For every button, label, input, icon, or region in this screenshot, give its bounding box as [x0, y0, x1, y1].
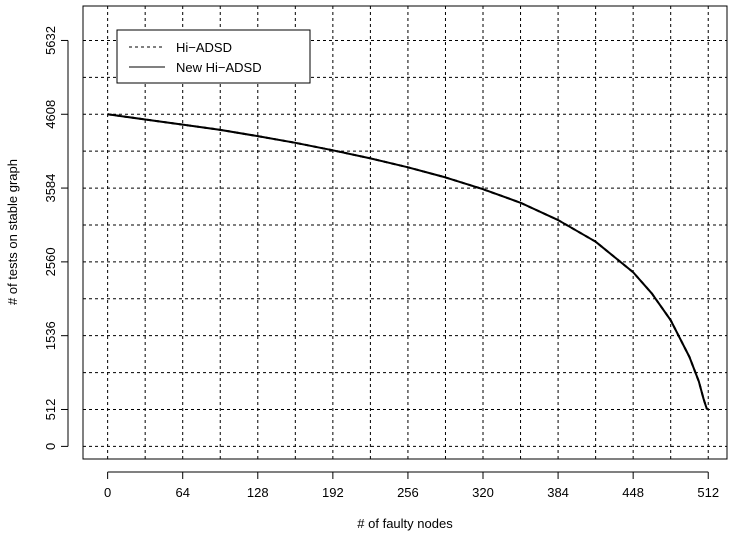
- x-tick-label: 256: [397, 485, 419, 500]
- y-tick-label: 0: [43, 443, 58, 450]
- legend-label-hi-adsd: Hi−ADSD: [176, 40, 232, 55]
- plot-frame: [82, 5, 728, 460]
- y-tick-label: 3584: [43, 174, 58, 203]
- legend-label-new-hi-adsd: New Hi−ADSD: [176, 60, 262, 75]
- x-tick-label: 448: [622, 485, 644, 500]
- y-axis: 0 512 1536 2560 3584 4608 5632: [43, 26, 69, 450]
- y-tick-label: 512: [43, 399, 58, 421]
- y-tick-label: 2560: [43, 247, 58, 276]
- y-tick-label: 4608: [43, 100, 58, 129]
- y-tick-label: 1536: [43, 321, 58, 350]
- x-tick-label: 512: [697, 485, 719, 500]
- x-axis: 0 64 128 192 256 320 384 448 512: [104, 471, 719, 500]
- legend-box: [116, 29, 311, 84]
- series-lines: [107, 113, 709, 410]
- x-tick-label: 64: [175, 485, 189, 500]
- x-tick-label: 128: [247, 485, 269, 500]
- x-tick-label: 320: [472, 485, 494, 500]
- x-tick-label: 192: [322, 485, 344, 500]
- y-axis-label: # of tests on stable graph: [5, 159, 20, 305]
- legend: Hi−ADSD New Hi−ADSD: [116, 29, 311, 84]
- x-tick-label: 0: [104, 485, 111, 500]
- series-line-1: [107, 113, 709, 410]
- x-axis-label: # of faulty nodes: [357, 516, 453, 531]
- y-tick-label: 5632: [43, 26, 58, 55]
- x-tick-label: 384: [547, 485, 569, 500]
